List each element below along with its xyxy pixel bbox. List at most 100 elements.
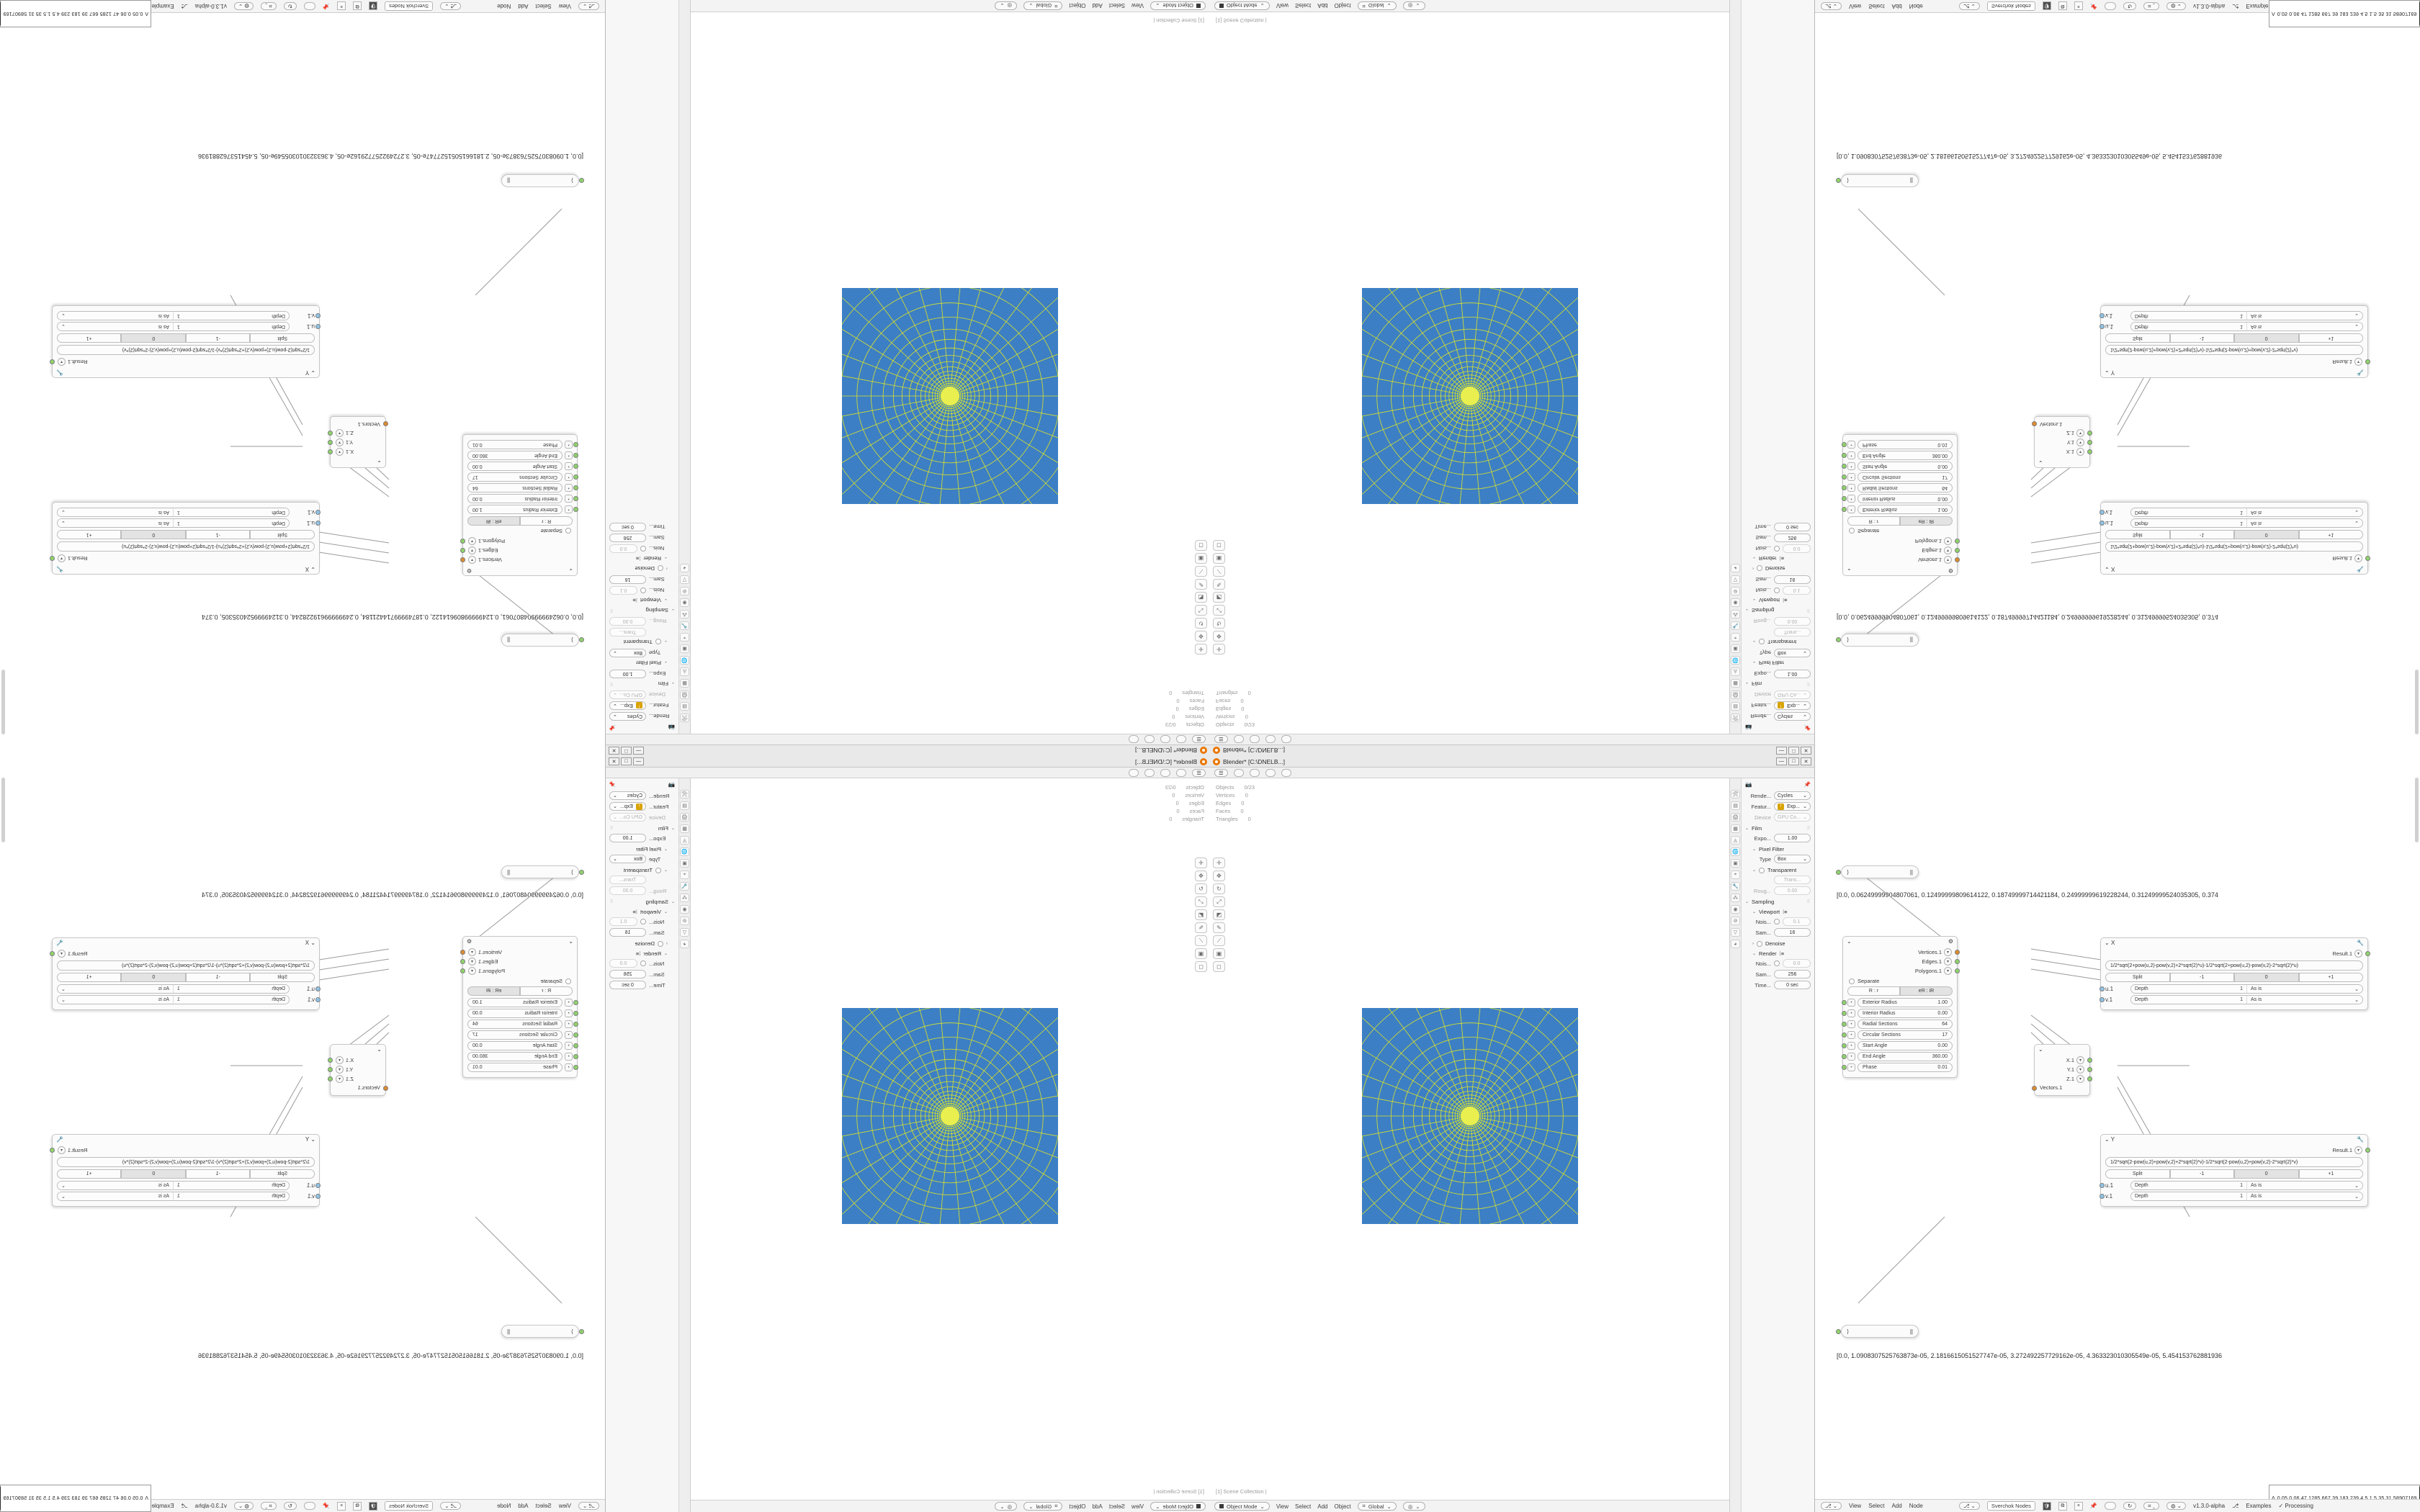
formula-y-expression[interactable]: 1/2*sqrt(2-pow(u,2)+pow(v,2)+2*sqrt(2)*v…: [57, 345, 315, 355]
close-button[interactable]: ✕: [609, 747, 619, 755]
x-icon[interactable]: ×: [2074, 1, 2083, 11]
grid-icon[interactable]: ⌗ ⌄: [2143, 1502, 2160, 1510]
node-pill-top[interactable]: ⟩ ||: [501, 634, 584, 647]
split-zero[interactable]: 0: [2234, 973, 2299, 982]
cursor-icon[interactable]: ✛: [1213, 644, 1225, 654]
depth-value[interactable]: 1: [177, 1194, 180, 1199]
formula-y-input-u[interactable]: u.1 Depth 1 As is ⌄: [2099, 1181, 2363, 1190]
data-icon[interactable]: ▽: [680, 928, 689, 937]
torus-node[interactable]: ⌄ ⚙ Vertices.1 ▾ Edges.1 ▾ Polygons.1 ▾: [460, 434, 578, 576]
filter-type-dropdown[interactable]: Box ⌄: [1774, 649, 1811, 657]
mode-value[interactable]: As is: [158, 997, 169, 1002]
denoise-header[interactable]: › Denoise: [1752, 940, 1811, 947]
sverchok-node-editor[interactable]: [0.0, 0.06249999904807061, 0.12499999809…: [1815, 756, 2420, 1512]
torus-mode-eRiR[interactable]: eR : iR: [467, 986, 520, 996]
vector-in-output-z[interactable]: Z.1 ▾: [328, 428, 382, 438]
mode-value[interactable]: As is: [2251, 997, 2262, 1002]
mode-value[interactable]: As is: [2251, 510, 2262, 515]
roughness-value[interactable]: 0.00: [1774, 886, 1811, 895]
exposure-value[interactable]: 1.00: [1774, 834, 1811, 842]
select-box-icon[interactable]: ◻: [1195, 540, 1207, 551]
node-menu-select[interactable]: Select: [1868, 3, 1885, 9]
physics-icon[interactable]: ◉: [1731, 598, 1740, 607]
split-minus1[interactable]: -1: [186, 333, 251, 343]
select-box-icon[interactable]: ◻: [1213, 540, 1225, 551]
node-editor-scrollbar[interactable]: [1, 670, 5, 734]
torus-param-row[interactable]: • Start Angle 0.00: [1842, 1041, 1953, 1050]
examples-menu[interactable]: Examples: [2246, 1503, 2272, 1509]
torus-param-row[interactable]: • Exterior Radius 1.00: [1842, 998, 1953, 1007]
pin-icon[interactable]: 📌: [1803, 781, 1811, 788]
world-icon[interactable]: 🌐: [680, 847, 689, 856]
blender-tab-modeling[interactable]: [1249, 735, 1260, 744]
formula-x-input-u[interactable]: u.1 Depth 1 As is ⌄: [57, 518, 321, 528]
add-cube-icon[interactable]: ▣: [1195, 948, 1207, 959]
viewport-menu-view[interactable]: View: [1276, 2, 1289, 9]
chevron-down-icon[interactable]: ⌄: [2105, 566, 2110, 572]
node-menu-node[interactable]: Node: [497, 3, 511, 9]
render-icon[interactable]: ▤: [1731, 702, 1740, 711]
viewport-sampling-header[interactable]: ⌄ Viewport ⁞≡: [1752, 597, 1811, 603]
trans-glass-value[interactable]: Trans...: [1774, 628, 1811, 636]
tool-icon[interactable]: 🛠: [680, 714, 689, 722]
material-icon[interactable]: ◕: [680, 564, 689, 572]
formula-x-output[interactable]: Result.1 ▾: [2104, 554, 2370, 563]
formula-node-x[interactable]: ⌄ X 🔧 Result.1 ▾ 1/2*sqrt(2+pow(u,2)-pow…: [50, 937, 321, 1010]
formula-x-input-u[interactable]: u.1 Depth 1 As is ⌄: [57, 984, 321, 994]
node-menu-view[interactable]: View: [558, 3, 571, 9]
split-zero[interactable]: 0: [2234, 1169, 2299, 1179]
shield-icon[interactable]: 🛡: [369, 1, 378, 11]
viewport-sampling-header[interactable]: ⌄ Viewport ⁞≡: [1752, 909, 1811, 915]
node-menu-select[interactable]: Select: [535, 1503, 552, 1509]
mode-value[interactable]: As is: [2251, 1194, 2262, 1199]
world-icon[interactable]: 🌐: [1731, 847, 1740, 856]
torus-param-row[interactable]: • End Angle 360.00: [1842, 1052, 1953, 1061]
viewport-samples-value[interactable]: 16: [609, 928, 646, 937]
viewport-menu-object[interactable]: Object: [1334, 1503, 1351, 1510]
transparent-header[interactable]: ⌄ Transparent: [609, 639, 668, 645]
chevron-down-icon[interactable]: ⌄: [377, 459, 382, 466]
pin-icon[interactable]: 📌: [609, 781, 617, 788]
wrench-icon[interactable]: 🔧: [2357, 369, 2364, 376]
vector-in-output-x[interactable]: X.1 ▾: [2038, 1056, 2092, 1065]
sampling-section-header[interactable]: ⌄ Sampling ⠿: [609, 899, 675, 905]
snapping-toggle[interactable]: ◎ ⌄: [995, 1502, 1018, 1511]
sampling-section-header[interactable]: ⌄ Sampling ⠿: [1745, 607, 1811, 613]
viewport-noise-checkbox[interactable]: [640, 588, 646, 593]
param-value[interactable]: 0.00: [472, 1043, 483, 1048]
mode-value[interactable]: As is: [158, 510, 169, 515]
torus-mode-Rr[interactable]: R : r: [1847, 986, 1900, 996]
output-icon[interactable]: 🖨: [1731, 690, 1740, 699]
gear-icon[interactable]: ⚙: [1948, 567, 1953, 574]
formula-y-input-v[interactable]: v.1 Depth 1 As is ⌄: [57, 1192, 321, 1201]
viewport-noise-checkbox[interactable]: [1774, 588, 1780, 593]
chevron-down-icon[interactable]: ⌄: [1847, 567, 1852, 574]
maximize-button[interactable]: □: [1788, 747, 1799, 755]
node-menu-view[interactable]: View: [558, 1503, 571, 1509]
mode-value[interactable]: As is: [158, 324, 169, 329]
split-label[interactable]: Split: [250, 333, 315, 343]
render-noise-checkbox[interactable]: [640, 960, 646, 966]
vector-in-output-x[interactable]: X.1 ▾: [2038, 447, 2092, 456]
split-plus1[interactable]: +1: [57, 1169, 122, 1179]
pin-icon[interactable]: 📌: [609, 724, 617, 731]
collection-icon[interactable]: ▣: [1731, 644, 1740, 653]
exposure-value[interactable]: 1.00: [609, 834, 646, 842]
dna-icon[interactable]: ⎇: [2232, 1503, 2239, 1509]
formula-y-input-u[interactable]: u.1 Depth 1 As is ⌄: [2099, 322, 2363, 331]
torus-output-vertices[interactable]: Vertices.1 ▾: [460, 555, 574, 564]
editor-type-icon[interactable]: ☰: [1192, 735, 1206, 744]
torus-param-row[interactable]: • End Angle 360.00: [467, 451, 578, 460]
display-icon[interactable]: ◍ ⌄: [2166, 1502, 2187, 1510]
modifier-icon[interactable]: 🔧: [1731, 882, 1740, 891]
viewport-menu-view[interactable]: View: [1131, 1503, 1144, 1510]
material-icon[interactable]: ◕: [680, 940, 689, 948]
scale-icon[interactable]: ⤢: [1213, 605, 1225, 616]
snapping-toggle[interactable]: ◎ ⌄: [1402, 1502, 1425, 1511]
split-label[interactable]: Split: [250, 1169, 315, 1179]
torus-separate-toggle[interactable]: Separate: [469, 528, 571, 534]
sverchok-node-editor[interactable]: [0.0, 0.06249999904807061, 0.12499999809…: [0, 756, 605, 1512]
node-menu-view[interactable]: View: [1849, 1503, 1862, 1509]
add-cube-icon[interactable]: ▣: [1213, 553, 1225, 564]
split-label[interactable]: Split: [2105, 530, 2170, 539]
